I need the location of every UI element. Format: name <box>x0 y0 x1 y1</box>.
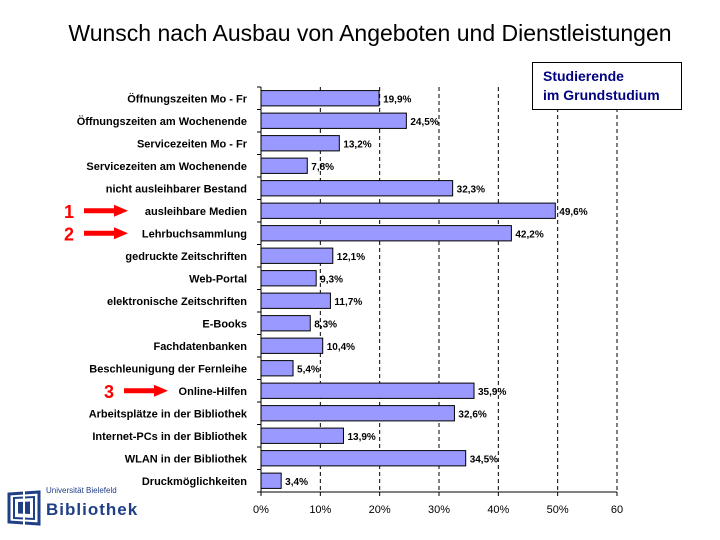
data-label: 12,1% <box>337 252 365 263</box>
data-label: 11,7% <box>334 297 362 308</box>
data-label: 10,4% <box>327 342 355 353</box>
data-label: 9,3% <box>320 274 343 285</box>
bar <box>260 157 308 174</box>
logo-university-text: Universität Bielefeld <box>46 486 117 495</box>
category-label: Fachdatenbanken <box>153 341 247 353</box>
legend-box: Studierende im Grundstudium <box>532 62 682 110</box>
marker-arrow-icon <box>124 384 168 397</box>
data-label: 35,9% <box>478 387 506 398</box>
logo-mark-icon <box>7 490 41 526</box>
category-label: Web-Portal <box>189 273 247 285</box>
category-label: Online-Hilfen <box>179 386 248 398</box>
bar <box>260 270 317 287</box>
university-logo: Universität Bielefeld Bibliothek <box>6 486 137 532</box>
category-label: nicht ausleihbarer Bestand <box>106 183 247 195</box>
category-label: Beschleunigung der Fernleihe <box>89 363 247 375</box>
legend-line-1: Studierende <box>543 68 624 84</box>
category-label: Arbeitsplätze in der Bibliothek <box>89 408 248 420</box>
bar <box>260 202 556 219</box>
bar <box>260 225 512 242</box>
bar <box>260 292 331 309</box>
category-label: Servicezeiten Mo - Fr <box>137 138 248 150</box>
data-label: 32,6% <box>458 409 486 420</box>
bar <box>260 180 454 197</box>
x-tick-label: 20% <box>369 504 391 516</box>
data-label: 13,2% <box>343 139 371 150</box>
data-label: 3,4% <box>285 477 308 488</box>
bar <box>260 112 407 129</box>
marker-arrow-icon <box>84 227 128 240</box>
bar <box>260 90 380 107</box>
x-tick-label: 0% <box>253 504 269 516</box>
x-tick-label: 30% <box>428 504 450 516</box>
data-label: 13,9% <box>347 432 375 443</box>
legend-line-2: im Grundstudium <box>543 87 660 103</box>
bar <box>260 405 455 422</box>
category-label: ausleihbare Medien <box>145 206 247 218</box>
chart-title: Wunsch nach Ausbau von Angeboten und Die… <box>68 20 672 46</box>
data-label: 5,4% <box>297 364 320 375</box>
category-label: Internet-PCs in der Bibliothek <box>92 431 248 443</box>
marker-number: 1 <box>64 202 74 222</box>
category-label: WLAN in der Bibliothek <box>125 453 248 465</box>
category-label: elektronische Zeitschriften <box>107 296 247 308</box>
x-tick-label: 40% <box>487 504 509 516</box>
x-tick-label: 60 <box>611 504 623 516</box>
data-label: 8,3% <box>314 319 337 330</box>
bar <box>260 472 282 489</box>
data-label: 49,6% <box>559 207 587 218</box>
bar <box>260 135 340 152</box>
x-tick-label: 10% <box>309 504 331 516</box>
data-label: 32,3% <box>457 184 485 195</box>
bar <box>260 247 334 264</box>
category-label: gedruckte Zeitschriften <box>125 251 247 263</box>
bar <box>260 337 324 354</box>
bar <box>260 382 475 399</box>
category-label: E-Books <box>202 318 247 330</box>
bar <box>260 427 344 444</box>
category-label: Druckmöglichkeiten <box>142 476 247 488</box>
data-label: 42,2% <box>515 229 543 240</box>
category-label: Lehrbuchsammlung <box>142 228 247 240</box>
marker-number: 3 <box>104 382 114 402</box>
logo-library-text: Bibliothek <box>46 500 139 519</box>
category-label: Servicezeiten am Wochenende <box>86 161 247 173</box>
category-label: Öffnungszeiten am Wochenende <box>77 115 247 128</box>
data-label: 24,5% <box>410 117 438 128</box>
bar <box>260 360 294 377</box>
data-label: 19,9% <box>383 94 411 105</box>
marker-arrow-icon <box>84 204 128 217</box>
data-label: 34,5% <box>470 454 498 465</box>
category-label: Öffnungszeiten Mo - Fr <box>127 92 247 105</box>
marker-number: 2 <box>64 224 74 244</box>
bar <box>260 450 467 467</box>
bar <box>260 315 311 332</box>
data-label: 7,8% <box>311 162 334 173</box>
x-tick-label: 50% <box>547 504 569 516</box>
